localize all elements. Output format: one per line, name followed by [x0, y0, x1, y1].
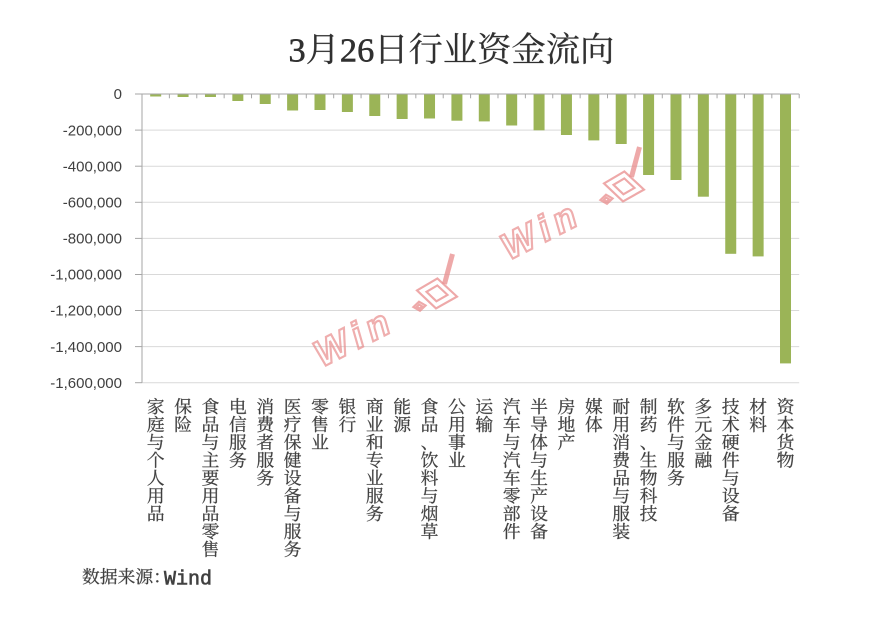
svg-text:-1,200,000: -1,200,000 [50, 303, 122, 320]
svg-text:-1,600,000: -1,600,000 [50, 375, 122, 392]
svg-text:0: 0 [114, 86, 122, 103]
svg-text:Wind: Wind [164, 569, 212, 592]
svg-text:-1,400,000: -1,400,000 [50, 339, 122, 356]
svg-text:-200,000: -200,000 [63, 122, 122, 139]
svg-text:6: 6 [357, 31, 374, 69]
svg-text:-1,000,000: -1,000,000 [50, 267, 122, 284]
svg-text:3: 3 [289, 31, 306, 69]
svg-text:2: 2 [340, 31, 357, 69]
svg-text:-600,000: -600,000 [63, 195, 122, 212]
svg-text:-400,000: -400,000 [63, 158, 122, 175]
svg-text:-800,000: -800,000 [63, 231, 122, 248]
